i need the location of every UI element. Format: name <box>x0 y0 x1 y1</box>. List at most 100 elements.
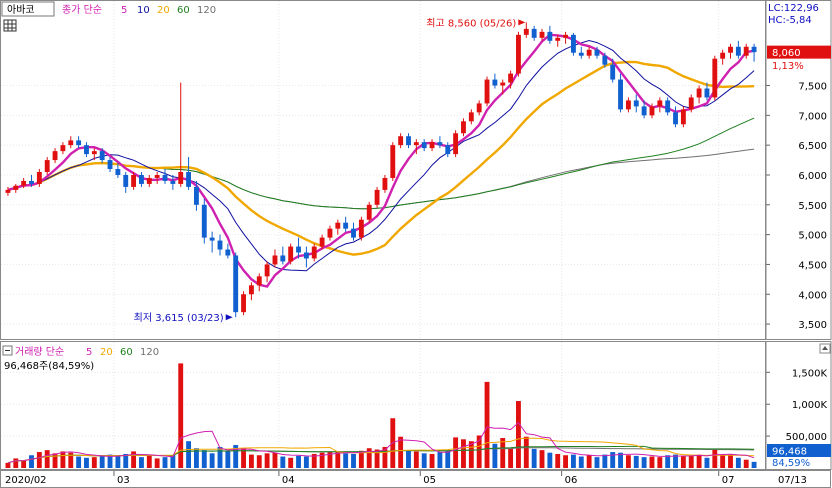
vol-legend-5: 5 <box>86 347 92 358</box>
volume-bar <box>484 381 490 468</box>
candle <box>696 85 702 104</box>
candle <box>52 148 58 164</box>
candle-body <box>508 73 514 83</box>
candle-body <box>154 174 160 178</box>
candle-body <box>531 28 537 38</box>
candle-body <box>91 151 97 155</box>
candle <box>476 100 482 116</box>
candle-body <box>107 160 113 170</box>
candle <box>335 219 341 235</box>
candle-body <box>500 82 506 86</box>
candle <box>99 148 105 164</box>
candle <box>531 25 537 41</box>
volume-bar <box>131 451 137 468</box>
candle-body <box>327 228 333 238</box>
candle <box>570 33 576 56</box>
volume-bar <box>60 451 66 468</box>
stock-name-box[interactable] <box>1 1 55 17</box>
candle <box>13 183 19 193</box>
date-tick-label: 07/13 <box>778 475 807 486</box>
price-tick-label: 6,500 <box>798 141 827 152</box>
candle <box>351 222 356 241</box>
candle-body <box>476 103 482 113</box>
candle <box>625 97 631 113</box>
candle-body <box>29 180 34 184</box>
volume-bar <box>523 436 529 468</box>
volume-bar <box>657 457 663 468</box>
volume-bar <box>461 439 466 468</box>
volume-bar <box>343 453 349 468</box>
candle <box>539 28 545 41</box>
vol-legend-120: 120 <box>140 347 159 358</box>
candle <box>209 231 215 253</box>
ma-legend-120: 120 <box>197 5 216 16</box>
ma-legend-60: 60 <box>177 5 190 16</box>
candle <box>296 237 301 259</box>
volume-bar <box>500 438 506 468</box>
candle-body <box>296 246 301 253</box>
price-legend: 아바코 종가 단순 5 10 20 60 120 <box>1 1 216 17</box>
last-change: 1,13% <box>772 61 804 72</box>
last-price: 8,060 <box>772 48 801 59</box>
volume-bar <box>178 363 184 468</box>
candle-body <box>123 174 129 187</box>
volume-bar <box>139 457 144 468</box>
price-tick-label: 4,000 <box>798 290 827 301</box>
vol-legend-20: 20 <box>100 347 113 358</box>
price-panel-frame <box>0 0 766 340</box>
candle-body <box>13 185 19 190</box>
volume-bar <box>421 453 427 468</box>
candle-body <box>728 46 733 53</box>
stock-name: 아바코 <box>7 4 35 16</box>
panel-toggle-button[interactable] <box>819 343 831 354</box>
volume-bar <box>311 453 317 468</box>
last-volume: 96,468 <box>772 447 807 458</box>
candle-body <box>484 79 490 104</box>
volume-bar <box>382 446 388 468</box>
candle-body <box>437 142 443 146</box>
price-tick-label: 6,000 <box>798 171 827 182</box>
volume-bar <box>618 452 623 468</box>
candle <box>602 52 608 68</box>
candle-body <box>225 249 231 256</box>
candle-body <box>178 172 184 184</box>
candle <box>139 172 144 187</box>
date-tick-label: 2020/02 <box>5 475 47 486</box>
grid-icon[interactable] <box>3 19 17 32</box>
date-tick-label: 03 <box>117 475 130 486</box>
ma-legend-10: 10 <box>137 5 150 16</box>
candle-body <box>743 46 749 56</box>
candle-body <box>673 112 678 125</box>
volume-bar <box>36 452 42 468</box>
volume-bar <box>712 448 718 468</box>
high-annotation: 최고 8,560 (05/26) <box>426 17 516 29</box>
candle <box>201 198 207 244</box>
candle <box>712 55 718 101</box>
volume-bar <box>366 448 372 468</box>
low-annotation: 최저 3,615 (03/23) <box>134 312 224 324</box>
candle <box>657 97 663 113</box>
price-tick-label: 7,000 <box>798 111 827 122</box>
candle <box>374 186 380 208</box>
price-tick-label: 5,000 <box>798 231 827 242</box>
volume-bar <box>720 455 726 468</box>
candle-body <box>351 228 356 238</box>
volume-bar <box>610 452 616 468</box>
candle <box>508 70 514 89</box>
volume-bar <box>264 453 270 468</box>
candle-body <box>586 49 592 56</box>
candle <box>29 174 34 187</box>
volume-bar <box>641 457 647 468</box>
candle <box>178 82 184 187</box>
volume-bar <box>358 450 364 468</box>
date-tick-label: 04 <box>282 475 295 486</box>
volume-bar <box>123 453 129 468</box>
candle <box>523 22 529 38</box>
volume-legend: 거래량 단순 5 20 60 120 96,468주(84,59%) <box>2 345 159 372</box>
candle-body <box>406 136 411 146</box>
candle <box>673 106 678 128</box>
volume-bar <box>68 452 74 468</box>
candle <box>688 94 694 113</box>
candle-body <box>343 222 349 229</box>
candle <box>728 43 733 59</box>
